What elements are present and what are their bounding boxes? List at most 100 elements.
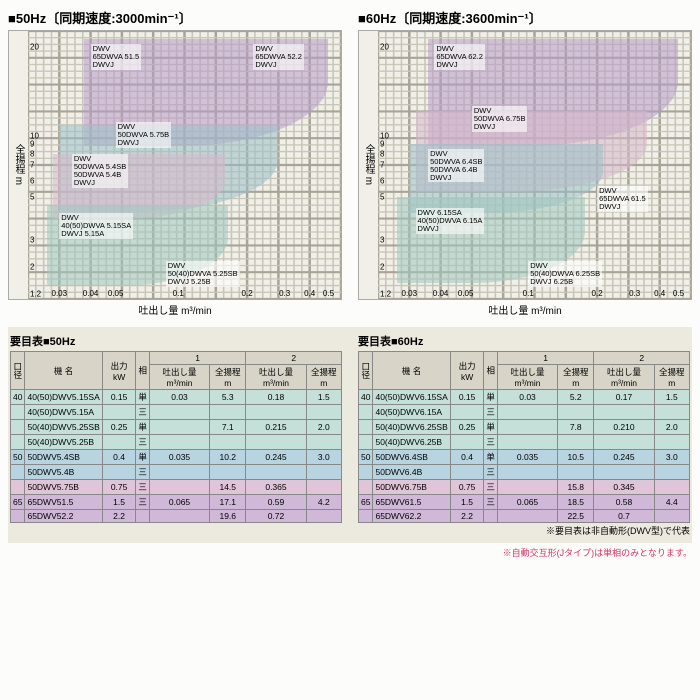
cell-bore: 50 [359,450,373,465]
cell-h2: 1.5 [306,390,341,405]
cell-d1: 0.065 [497,495,557,510]
cell-h1 [558,465,594,480]
charts-row: ■50Hz〔同期速度:3000min⁻¹〕 全揚程 m DWV 65DWVA 5… [8,8,692,317]
cell-phase [484,510,498,523]
xlabel-60hz: 吐出し量 m³/min [358,302,692,317]
xtick: 0.05 [458,289,474,298]
chart-60hz: ■60Hz〔同期速度:3600min⁻¹〕 全揚程 m DWV 65DWVA 6… [358,8,692,317]
cell-d1 [149,480,209,495]
cell-d2 [246,435,306,450]
cell-phase: 三 [484,480,498,495]
curve-label: DWV 65DWVA 61.5 DWVJ [597,186,648,212]
cell-bore [359,435,373,450]
cell-d2 [594,405,654,420]
cell-h1 [210,465,246,480]
xtick: 0.04 [433,289,449,298]
cell-model: 50DWV6.75B [373,480,450,495]
cell-h1: 10.5 [558,450,594,465]
cell-power: 0.75 [102,480,136,495]
th-group2: 2 [594,352,690,365]
cell-h2: 2.0 [654,420,689,435]
page: ■50Hz〔同期速度:3000min⁻¹〕 全揚程 m DWV 65DWVA 5… [0,0,700,700]
plot-60hz: DWV 65DWVA 62.2 DWVJDWV 50DWVA 6.75B DWV… [378,31,691,299]
cell-h1: 19.6 [210,510,246,523]
cell-h2: 4.4 [654,495,689,510]
ytick: 7 [30,161,34,170]
ytick: 3 [380,236,384,245]
cell-model: 50DWV5.4B [25,465,102,480]
cell-d2: 0.245 [594,450,654,465]
chart-title-60hz: ■60Hz〔同期速度:3600min⁻¹〕 [358,8,692,27]
cell-d1 [497,465,557,480]
table-50hz: 要目表■50Hz 口径 機 名 出力 kW 相 1 2 吐出し量 m³/min全… [10,333,342,537]
cell-d2: 0.7 [594,510,654,523]
cell-power: 0.25 [102,420,136,435]
xtick: 0.3 [279,289,290,298]
cell-d2 [246,405,306,420]
th-bore: 口径 [11,352,25,390]
cell-power: 2.2 [450,510,484,523]
table-row: 50(40)DWV5.25SB 0.25 単 7.1 0.215 2.0 [11,420,342,435]
table-row: 50DWV5.75B 0.75 三 14.5 0.365 [11,480,342,495]
cell-d2: 0.345 [594,480,654,495]
ytick: 2 [380,262,384,271]
cell-power: 0.25 [450,420,484,435]
xtick: 0.1 [173,289,184,298]
ytick: 2 [30,262,34,271]
cell-bore [359,420,373,435]
cell-bore: 40 [11,390,25,405]
table-title-50hz: 要目表■50Hz [10,333,342,349]
cell-model: 40(50)DWV5.15A [25,405,102,420]
cell-bore: 65 [359,495,373,510]
ytick: 7 [380,161,384,170]
ytick: 1.2 [380,289,391,298]
cell-phase: 三 [136,405,150,420]
cell-d1: 0.035 [497,450,557,465]
xtick: 0.5 [673,289,684,298]
cell-phase: 単 [136,420,150,435]
th-group1: 1 [149,352,245,365]
cell-d2: 0.17 [594,390,654,405]
ytick: 9 [380,139,384,148]
th-d1: 吐出し量 m³/min [497,365,557,390]
cell-phase: 三 [484,495,498,510]
cell-d1 [497,510,557,523]
cell-power: 0.15 [450,390,484,405]
cell-phase: 三 [484,465,498,480]
cell-model: 65DWV62.2 [373,510,450,523]
th-h1: 全揚程 m [210,365,246,390]
cell-h1 [210,405,246,420]
cell-model: 50(40)DWV6.25B [373,435,450,450]
cell-h1: 5.3 [210,390,246,405]
ylabel-60hz: 全揚程 m [359,31,378,299]
table-row: 40(50)DWV5.15A 三 [11,405,342,420]
cell-d1 [149,435,209,450]
cell-model: 50(40)DWV5.25B [25,435,102,450]
cell-bore [11,420,25,435]
th-h2: 全揚程 m [654,365,689,390]
cell-bore: 65 [11,495,25,510]
xtick: 0.5 [323,289,334,298]
table-row: 50 50DWV5.4SB 0.4 単 0.035 10.2 0.245 3.0 [11,450,342,465]
th-d1: 吐出し量 m³/min [149,365,209,390]
table-row: 65DWV62.2 2.2 22.5 0.7 [359,510,690,523]
ytick: 10 [380,131,389,140]
ylabel-50hz: 全揚程 m [9,31,28,299]
th-d2: 吐出し量 m³/min [594,365,654,390]
xlabel-50hz: 吐出し量 m³/min [8,302,342,317]
table-60hz: 要目表■60Hz 口径 機 名 出力 kW 相 1 2 吐出し量 m³/min全… [358,333,690,537]
table-title-60hz: 要目表■60Hz [358,333,690,349]
curve-label: DWV 50DWVA 6.75B DWVJ [472,106,528,132]
cell-model: 50DWV6.4SB [373,450,450,465]
cell-h2 [306,510,341,523]
cell-h1 [558,435,594,450]
curve-label: DWV 65DWVA 51.5 DWVJ [91,44,142,70]
cell-h1: 5.2 [558,390,594,405]
cell-h1: 22.5 [558,510,594,523]
cell-bore [359,405,373,420]
xtick: 0.4 [304,289,315,298]
th-h2: 全揚程 m [306,365,341,390]
cell-model: 40(50)DWV6.15SA [373,390,450,405]
ytick: 5 [30,193,34,202]
cell-h2 [654,465,689,480]
